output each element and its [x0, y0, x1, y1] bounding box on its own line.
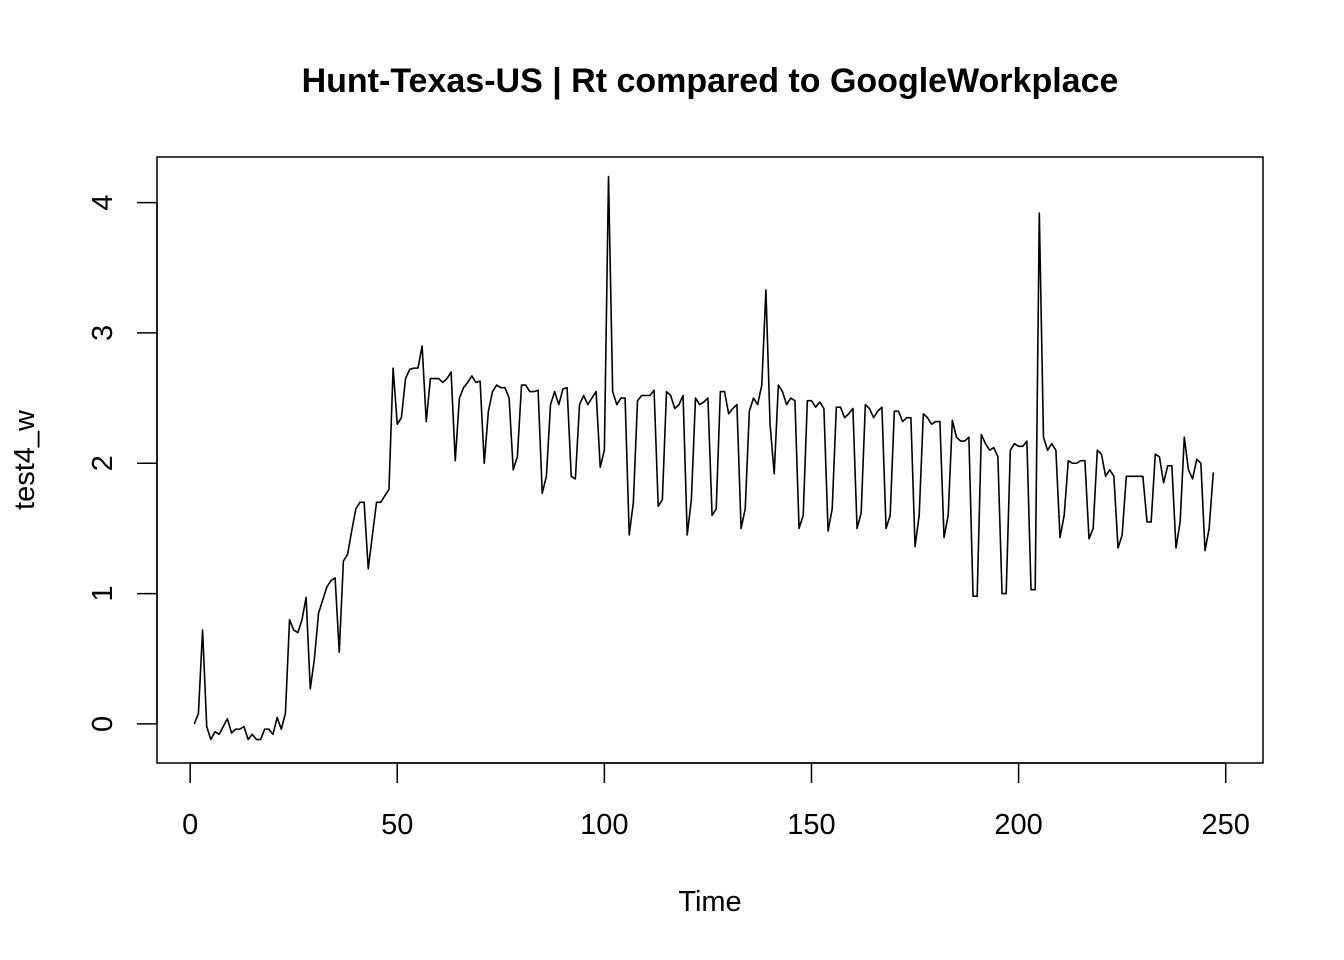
x-tick-label: 200	[994, 809, 1042, 841]
y-tick-label: 2	[87, 455, 119, 471]
x-axis: 0 50 100 150 200 250	[182, 762, 1250, 841]
y-tick-label: 0	[87, 716, 119, 732]
x-tick-label: 0	[182, 809, 198, 841]
y-axis: 0 1 2 3 4	[87, 195, 158, 732]
series-layer	[193, 175, 1215, 741]
x-tick-label: 150	[787, 809, 835, 841]
x-tick-label: 50	[381, 809, 413, 841]
chart-title: Hunt-Texas-US | Rt compared to GoogleWor…	[302, 62, 1119, 100]
y-tick-label: 4	[87, 195, 119, 211]
y-tick-label: 1	[87, 586, 119, 602]
x-tick-label: 100	[580, 809, 628, 841]
x-tick-label: 250	[1202, 809, 1250, 841]
y-axis-label: test4_w	[9, 409, 41, 510]
x-axis-label: Time	[678, 886, 741, 918]
series-line	[193, 175, 1215, 741]
y-tick-label: 3	[87, 325, 119, 341]
